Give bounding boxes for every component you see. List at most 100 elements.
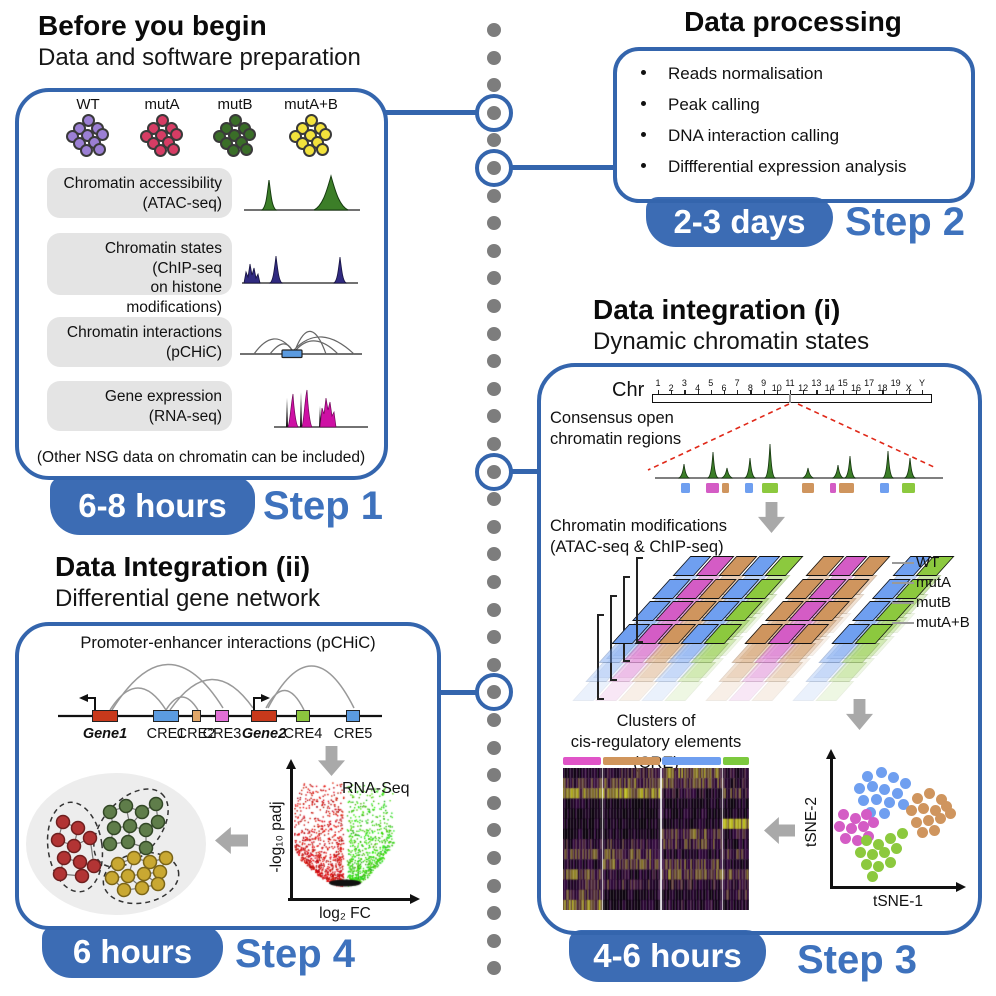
spine-dot [487, 933, 501, 948]
step3-subtitle: Dynamic chromatin states [593, 328, 870, 355]
heatmap-cluster-header [723, 757, 749, 765]
spine-dot [487, 878, 501, 893]
volcano-y-arrowhead [286, 759, 296, 769]
connector-ring [475, 453, 513, 491]
gene-element-label: CRE4 [283, 726, 323, 742]
atac-signal-icon [244, 174, 360, 211]
spine-dot [487, 161, 501, 175]
spine-dot [487, 105, 501, 120]
spine-dot [487, 271, 501, 286]
ruler-tick [697, 390, 699, 394]
chromosome-number: 16 [850, 383, 861, 393]
tsne-point [922, 814, 934, 826]
bullet-item: Peak calling [641, 95, 961, 115]
spine-dot [487, 795, 501, 810]
tsne-point [861, 770, 873, 782]
bullet-dot-icon [641, 101, 646, 106]
spine-dot [487, 464, 501, 479]
bullet-text: DNA interaction calling [668, 126, 840, 145]
chromosome-number: 8 [747, 383, 753, 393]
tsne-point [878, 807, 890, 819]
layer-bracket [597, 614, 604, 700]
cre-annotation-box [745, 483, 753, 493]
tsne-point [911, 792, 923, 804]
chromosome-number: 17 [864, 378, 875, 388]
tsne-point [923, 787, 935, 799]
tsne-point [890, 842, 902, 854]
ruler-tick [803, 390, 805, 394]
ruler-tick [658, 390, 660, 394]
tsne-point [896, 827, 908, 839]
ruler-tick [671, 390, 673, 394]
step4-duration-badge: 6 hours [42, 926, 223, 978]
bullet-text: Peak calling [668, 95, 760, 114]
spine-dot [487, 354, 501, 369]
volcano-y-axis [290, 768, 293, 900]
tsne-point [870, 793, 882, 805]
tsne-point [916, 826, 928, 838]
chromosome-number: 15 [837, 378, 848, 388]
gene-element-label: Gene2 [241, 726, 287, 742]
cell-icon [167, 143, 180, 156]
tsne-point [857, 794, 869, 806]
step2-duration-badge: 2-3 days [646, 197, 833, 247]
gene-element-label: CRE2 [176, 726, 216, 742]
assay-label-box: Chromatin accessibility (ATAC-seq) [47, 168, 232, 218]
cre-annotation-box [802, 483, 814, 493]
step1-subtitle: Data and software preparation [38, 44, 361, 71]
chromosome-number: 13 [811, 378, 822, 388]
cre-annotation-box [706, 483, 719, 493]
ruler-tick [816, 390, 818, 394]
gene-element-box [296, 710, 310, 722]
spine-dot [487, 23, 501, 37]
tsne-point [910, 816, 922, 828]
spine-dot [487, 961, 501, 976]
spine-dot [487, 519, 501, 534]
step2-bullet-list: Reads normalisation Peak calling DNA inter… [641, 64, 961, 188]
spine-dot [487, 437, 501, 451]
consensus-peaks-track [655, 443, 943, 479]
tsne-point [934, 812, 946, 824]
ruler-tick [776, 390, 778, 394]
cell-icon [80, 144, 93, 157]
chromosome-number: 5 [708, 378, 714, 388]
volcano-x-arrowhead [410, 894, 420, 904]
volcano-title: RNA-Seq [342, 780, 410, 797]
tsne-point [833, 820, 845, 832]
tsne-point [878, 846, 890, 858]
tsne-point [928, 824, 940, 836]
tsne-point [891, 787, 903, 799]
step1-label: Step 1 [263, 484, 384, 528]
ruler-tick [763, 390, 765, 394]
tsne-y-label: tSNE-2 [803, 797, 820, 847]
gene-element-box [153, 710, 179, 722]
cell-icon [93, 143, 106, 156]
ruler-tick [724, 390, 726, 394]
tsne-point [872, 860, 884, 872]
volcano-plot [294, 772, 410, 900]
genotype-label: mutA [916, 574, 952, 591]
cre-annotation-box [839, 483, 854, 493]
tsne-point [857, 820, 869, 832]
chr-label: Chr [612, 379, 645, 401]
tsne-point [851, 834, 863, 846]
cre-annotation-box [681, 483, 690, 493]
tsne-point [867, 816, 879, 828]
spine-dot [487, 657, 501, 672]
layer-bracket [623, 576, 630, 662]
chromosome-number: 12 [798, 383, 809, 393]
ruler-tick [842, 390, 844, 394]
assay-label-box: Gene expression (RNA-seq) [47, 381, 232, 431]
connector-ring [475, 673, 513, 711]
spine-dot [487, 685, 501, 700]
step3-label: Step 3 [797, 938, 918, 982]
tsne-point [866, 870, 878, 882]
heatmap-cluster-header [563, 757, 601, 765]
connector-ring [475, 149, 513, 187]
step3-duration: 4-6 hours [593, 937, 742, 974]
spine-dot [487, 906, 501, 921]
genotype-label: mutA+B [916, 614, 970, 631]
spine-dot [487, 713, 501, 727]
chromosome-number: 6 [721, 383, 727, 393]
